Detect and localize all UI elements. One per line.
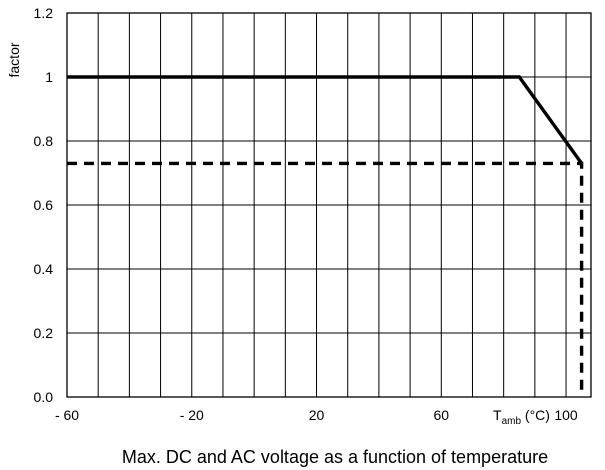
x-axis-label: Tamb (°C): [493, 407, 550, 427]
series-group: [67, 75, 584, 397]
y-tick-labels: 0.0 0.2 0.4 0.6 0.8 1 1.2: [34, 5, 54, 405]
series-line-dashed: [67, 161, 584, 397]
series-line-solid: [67, 75, 583, 165]
y-tick-label-1: 0.2: [34, 325, 54, 341]
x-tick-label-3: 60: [433, 407, 449, 423]
grid: [67, 13, 591, 397]
y-tick-label-0: 0.0: [34, 389, 54, 405]
x-tick-label-4: 100: [554, 407, 578, 423]
y-tick-label-4: 0.8: [34, 133, 54, 149]
y-tick-label-2: 0.4: [34, 261, 54, 277]
x-axis-label-unit: (°C): [521, 407, 550, 423]
y-tick-label-5: 1: [45, 69, 53, 85]
x-axis-label-base: T: [493, 407, 502, 423]
x-tick-label-2: 20: [309, 407, 325, 423]
y-tick-label-6: 1.2: [34, 5, 54, 21]
y-axis-label: factor: [6, 42, 22, 77]
x-tick-label-1: - 20: [180, 407, 204, 423]
y-tick-label-3: 0.6: [34, 197, 54, 213]
x-axis-label-sub: amb: [502, 416, 522, 427]
plot-frame: [66, 12, 592, 398]
x-tick-label-0: - 60: [55, 407, 79, 423]
chart-title: Max. DC and AC voltage as a function of …: [122, 447, 548, 467]
x-tick-labels: - 60 - 20 20 60 100: [55, 407, 578, 423]
